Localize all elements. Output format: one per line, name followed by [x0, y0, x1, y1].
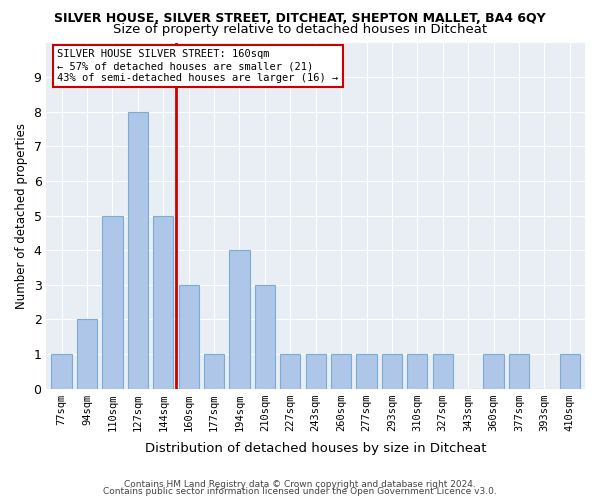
Bar	[280, 354, 301, 388]
Bar	[77, 320, 97, 388]
Bar	[356, 354, 377, 388]
Bar	[179, 284, 199, 389]
Text: SILVER HOUSE, SILVER STREET, DITCHEAT, SHEPTON MALLET, BA4 6QY: SILVER HOUSE, SILVER STREET, DITCHEAT, S…	[54, 12, 546, 26]
Bar	[509, 354, 529, 388]
Bar	[305, 354, 326, 388]
Bar	[382, 354, 402, 388]
Bar	[331, 354, 351, 388]
Text: Contains public sector information licensed under the Open Government Licence v3: Contains public sector information licen…	[103, 487, 497, 496]
X-axis label: Distribution of detached houses by size in Ditcheat: Distribution of detached houses by size …	[145, 442, 487, 455]
Text: Contains HM Land Registry data © Crown copyright and database right 2024.: Contains HM Land Registry data © Crown c…	[124, 480, 476, 489]
Bar	[204, 354, 224, 388]
Bar	[128, 112, 148, 388]
Text: SILVER HOUSE SILVER STREET: 160sqm
← 57% of detached houses are smaller (21)
43%: SILVER HOUSE SILVER STREET: 160sqm ← 57%…	[57, 50, 338, 82]
Bar	[229, 250, 250, 388]
Y-axis label: Number of detached properties: Number of detached properties	[15, 122, 28, 308]
Bar	[153, 216, 173, 388]
Bar	[560, 354, 580, 388]
Bar	[52, 354, 72, 388]
Bar	[103, 216, 122, 388]
Bar	[407, 354, 427, 388]
Bar	[484, 354, 504, 388]
Text: Size of property relative to detached houses in Ditcheat: Size of property relative to detached ho…	[113, 22, 487, 36]
Bar	[433, 354, 453, 388]
Bar	[255, 284, 275, 389]
